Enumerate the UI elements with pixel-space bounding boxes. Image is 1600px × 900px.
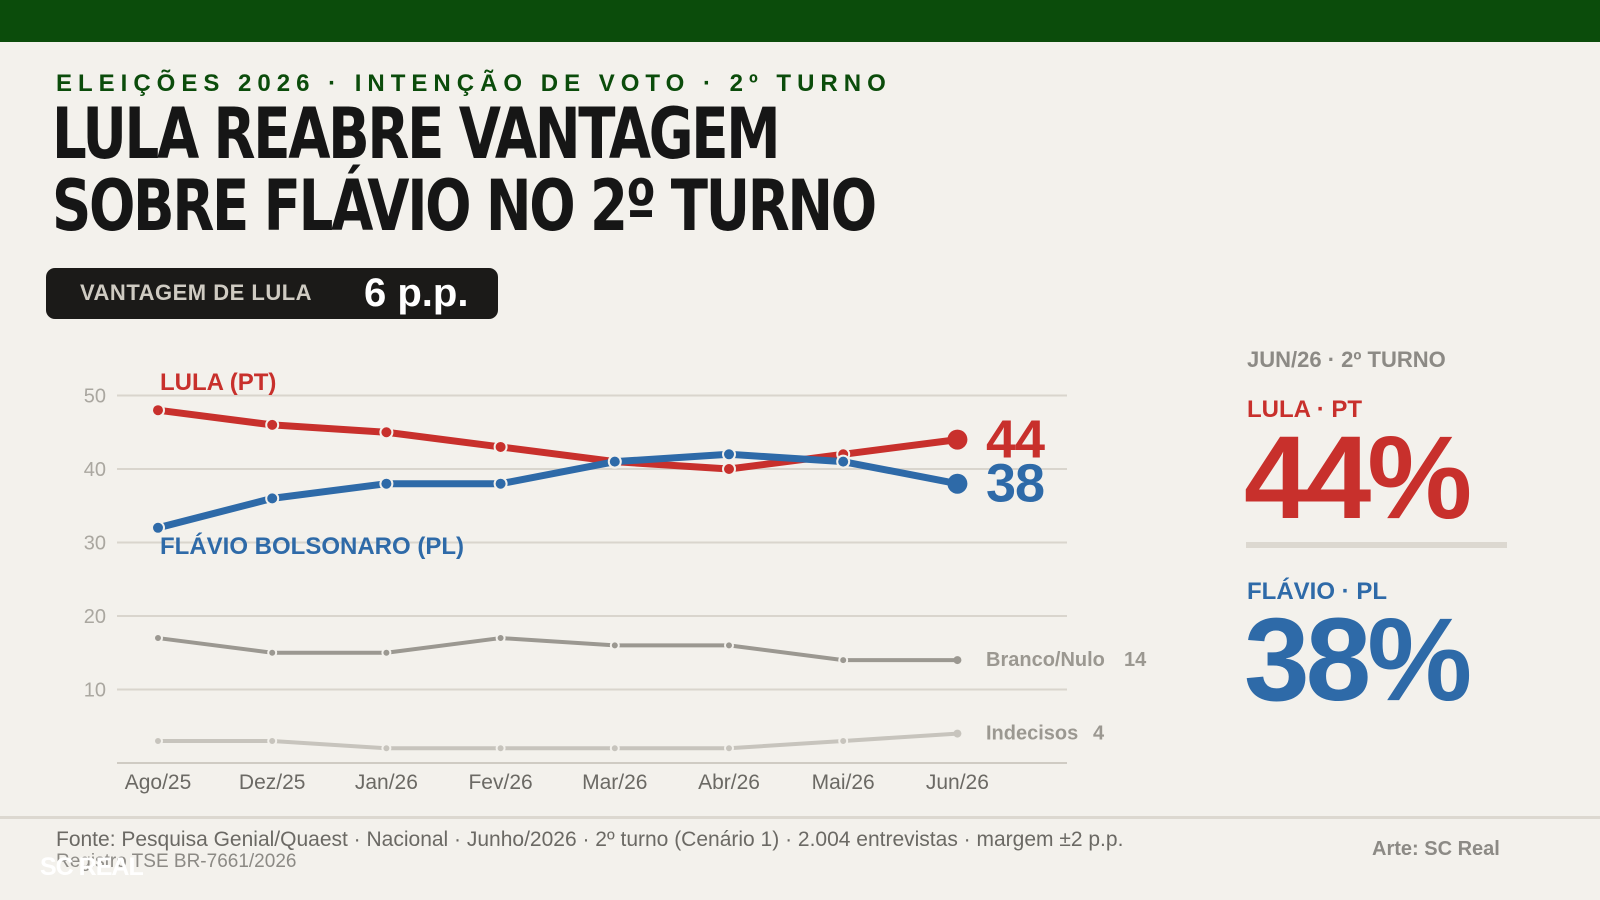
- data-point: [609, 640, 620, 651]
- y-tick-label: 50: [84, 386, 106, 408]
- data-point: [609, 743, 620, 754]
- x-tick-label: Ago/25: [125, 771, 192, 794]
- art-credit: Arte: SC Real: [1372, 838, 1500, 860]
- advantage-label: VANTAGEM DE LULA: [80, 280, 313, 305]
- advantage-badge: VANTAGEM DE LULA 6 p.p.: [46, 268, 498, 319]
- summary-flavio-value: 38%: [1244, 594, 1472, 726]
- data-point: [722, 462, 736, 476]
- data-point: [151, 403, 165, 418]
- data-point: [838, 655, 849, 666]
- data-point: [381, 647, 392, 658]
- source-note: Fonte: Pesquisa Genial/Quaest · Nacional…: [56, 828, 1124, 851]
- end-label-minor: 4: [1093, 723, 1105, 745]
- data-point: [493, 476, 508, 491]
- data-point: [381, 743, 392, 754]
- title-line-2: SOBRE FLÁVIO NO 2º TURNO: [52, 165, 877, 247]
- data-point: [153, 633, 163, 644]
- end-label-flavio: 38: [986, 454, 1044, 514]
- summary-lula-label: LULA · PT: [1247, 396, 1363, 423]
- series-label-flavio: FLÁVIO BOLSONARO (PL): [160, 532, 464, 560]
- summary-lula-value: 44%: [1244, 412, 1472, 544]
- data-point: [607, 454, 622, 469]
- x-tick-label: Dez/25: [239, 771, 306, 794]
- data-point: [267, 735, 278, 746]
- x-tick-label: Mai/26: [812, 771, 875, 794]
- series-label-minor: Branco/Nulo: [986, 649, 1105, 671]
- x-tick-label: Mar/26: [582, 771, 647, 794]
- title-line-1: LULA REABRE VANTAGEM: [52, 93, 781, 175]
- end-label-lula: 44: [986, 410, 1045, 470]
- data-point: [495, 633, 506, 644]
- y-tick-label: 40: [84, 459, 106, 481]
- summary-period: JUN/26 · 2º TURNO: [1247, 347, 1446, 372]
- summary-divider: [1246, 542, 1507, 548]
- data-point: [379, 476, 394, 491]
- y-tick-label: 20: [84, 606, 106, 628]
- data-point: [953, 729, 962, 738]
- series-line: [154, 406, 961, 473]
- x-tick-label: Abr/26: [698, 771, 760, 794]
- data-point: [947, 429, 968, 450]
- registry-note: Registro TSE BR-7661/2026: [56, 851, 297, 872]
- data-point: [379, 425, 394, 440]
- kicker: ELEIÇÕES 2026 · INTENÇÃO DE VOTO · 2º TU…: [56, 70, 892, 97]
- x-tick-label: Jun/26: [926, 771, 989, 794]
- series-line: [154, 450, 961, 532]
- data-point: [495, 743, 506, 754]
- top-bar: [0, 0, 1600, 42]
- data-point: [153, 735, 163, 746]
- data-point: [265, 417, 280, 432]
- end-label-minor: 14: [1124, 649, 1147, 671]
- series-label-lula: LULA (PT): [160, 369, 276, 396]
- data-point: [953, 656, 962, 665]
- series-line: [156, 731, 960, 751]
- data-point: [724, 640, 734, 651]
- data-point: [724, 743, 734, 754]
- page-title: LULA REABRE VANTAGEM SOBRE FLÁVIO NO 2º …: [52, 93, 877, 247]
- footer-divider: [0, 816, 1600, 819]
- x-tick-label: Fev/26: [468, 771, 532, 794]
- data-point: [493, 439, 508, 454]
- data-point: [265, 491, 280, 506]
- y-tick-label: 10: [84, 680, 106, 702]
- data-point: [836, 454, 851, 469]
- data-point: [838, 735, 849, 746]
- brand-logo: SC REAL: [40, 853, 144, 881]
- y-tick-label: 30: [84, 533, 106, 555]
- data-point: [722, 447, 736, 462]
- series-line: [156, 636, 960, 663]
- advantage-value: 6 p.p.: [364, 271, 469, 315]
- series-label-minor: Indecisos: [986, 723, 1078, 745]
- summary-flavio-label: FLÁVIO · PL: [1247, 578, 1387, 605]
- data-point: [151, 520, 165, 535]
- data-point: [947, 473, 968, 494]
- x-tick-label: Jan/26: [355, 771, 418, 794]
- data-point: [267, 647, 278, 658]
